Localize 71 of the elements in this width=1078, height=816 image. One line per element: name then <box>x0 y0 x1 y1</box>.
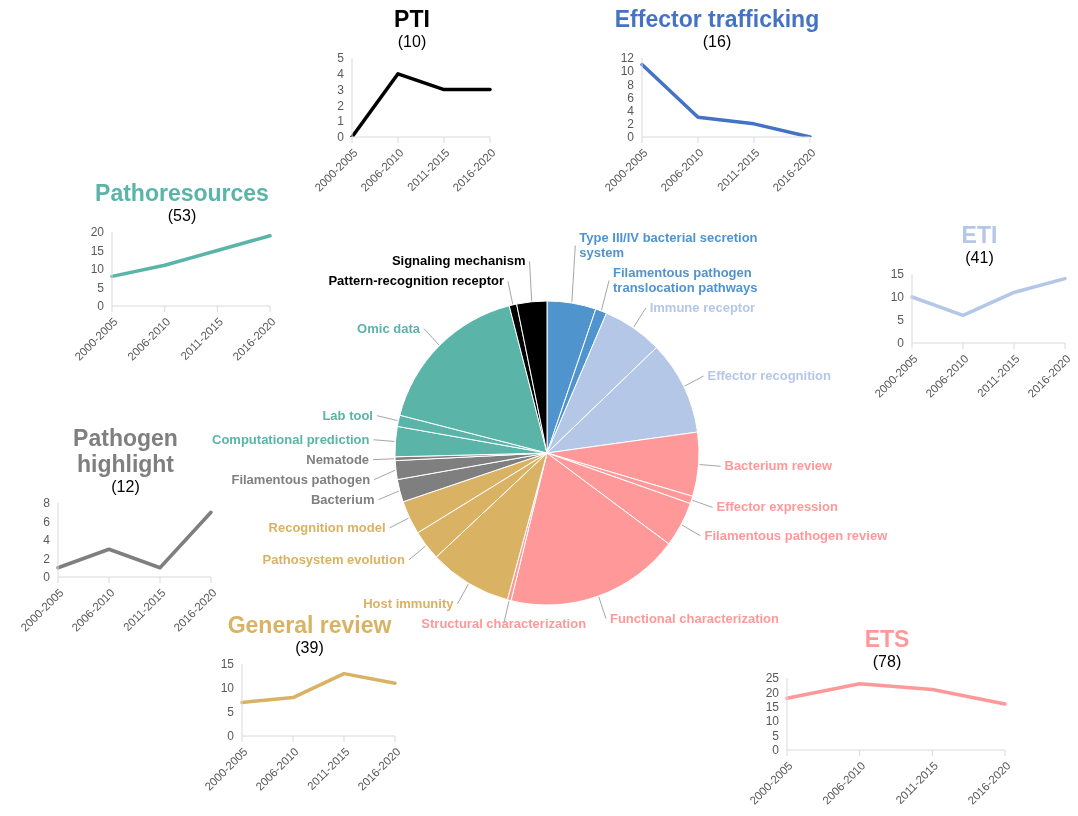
y-tick-label: 15 <box>90 243 105 258</box>
chart-subtitle: (53) <box>166 206 198 226</box>
slice-label: Lab tool <box>322 407 373 423</box>
y-tick-label: 4 <box>43 533 51 548</box>
y-tick-label: 6 <box>627 90 635 105</box>
slice-label: Nematode <box>306 451 370 467</box>
y-tick-label: 5 <box>337 51 345 66</box>
y-tick-label: 0 <box>897 336 905 351</box>
chart-title: Effector trafficking <box>613 6 820 32</box>
y-tick-label: 0 <box>97 299 105 314</box>
y-tick-label: 15 <box>765 700 780 715</box>
chart-subtitle: (16) <box>701 32 733 52</box>
chart-title: General review <box>227 612 392 638</box>
y-tick-label: 5 <box>227 705 235 720</box>
y-tick-label: 0 <box>227 729 235 744</box>
slice-label: Pattern-recognition receptor <box>328 273 504 289</box>
y-tick-label: 15 <box>890 267 905 282</box>
y-tick-label: 10 <box>220 681 235 696</box>
y-tick-label: 0 <box>337 130 345 145</box>
slice-label: Filamentous pathogen review <box>704 527 889 543</box>
chart-subtitle: (39) <box>294 638 325 658</box>
slice-label: Pathosystem evolution <box>262 552 405 567</box>
y-tick-label: 8 <box>627 77 635 92</box>
slice-label: Functional characterization <box>609 610 780 626</box>
slice-label: Bacterium <box>310 491 375 507</box>
y-tick-label: 0 <box>627 130 635 145</box>
y-tick-label: 1 <box>337 114 345 129</box>
y-tick-label: 10 <box>765 714 780 729</box>
slice-label: Omic data <box>357 320 421 336</box>
chart-subtitle: (12) <box>110 477 141 497</box>
chart-title: ETS <box>863 626 911 652</box>
slice-label: Structural characterization <box>421 615 587 631</box>
slice-label: Bacterium review <box>724 458 834 474</box>
y-tick-label: 20 <box>90 225 105 240</box>
slice-label: Recognition model <box>268 519 386 535</box>
y-tick-label: 4 <box>337 67 345 82</box>
chart-subtitle: (78) <box>871 652 903 672</box>
y-tick-label: 10 <box>890 290 905 305</box>
y-tick-label: 8 <box>43 496 51 511</box>
y-tick-label: 2 <box>627 117 635 132</box>
slice-label: Effector recognition <box>707 368 832 384</box>
chart-title: Pathoresources <box>94 180 270 206</box>
slice-label: Computational prediction <box>212 431 370 447</box>
y-tick-label: 5 <box>897 313 905 328</box>
y-tick-label: 3 <box>337 82 345 97</box>
y-tick-label: 15 <box>220 657 235 672</box>
y-tick-label: 2 <box>337 98 345 113</box>
slice-label: Host immunity <box>363 595 455 611</box>
y-tick-label: 2 <box>43 551 51 566</box>
y-tick-label: 6 <box>43 514 51 529</box>
chart-title: Pathogen highlight <box>73 425 178 477</box>
chart-subtitle: (41) <box>964 248 995 268</box>
slice-label: Immune receptor <box>649 300 756 316</box>
y-tick-label: 25 <box>765 671 780 686</box>
slice-label: Filamentous pathogen translocation pathways <box>613 265 758 296</box>
y-tick-label: 5 <box>97 280 105 295</box>
y-tick-label: 5 <box>772 728 780 743</box>
chart-title: PTI <box>393 6 431 32</box>
y-tick-label: 20 <box>765 685 780 700</box>
y-tick-label: 10 <box>620 64 635 79</box>
chart-subtitle: (10) <box>396 32 428 52</box>
slice-label: Effector expression <box>716 499 838 515</box>
y-tick-label: 10 <box>90 262 105 277</box>
y-tick-label: 4 <box>627 103 635 118</box>
y-tick-label: 0 <box>43 570 51 585</box>
slice-label: Type III/IV bacterial secretion system <box>579 230 758 261</box>
y-tick-label: 0 <box>772 743 780 758</box>
chart-title: ETI <box>960 222 999 248</box>
slice-label: Signaling mechanism <box>391 253 526 269</box>
slice-label: Filamentous pathogen <box>231 471 371 487</box>
y-tick-label: 12 <box>620 51 635 66</box>
